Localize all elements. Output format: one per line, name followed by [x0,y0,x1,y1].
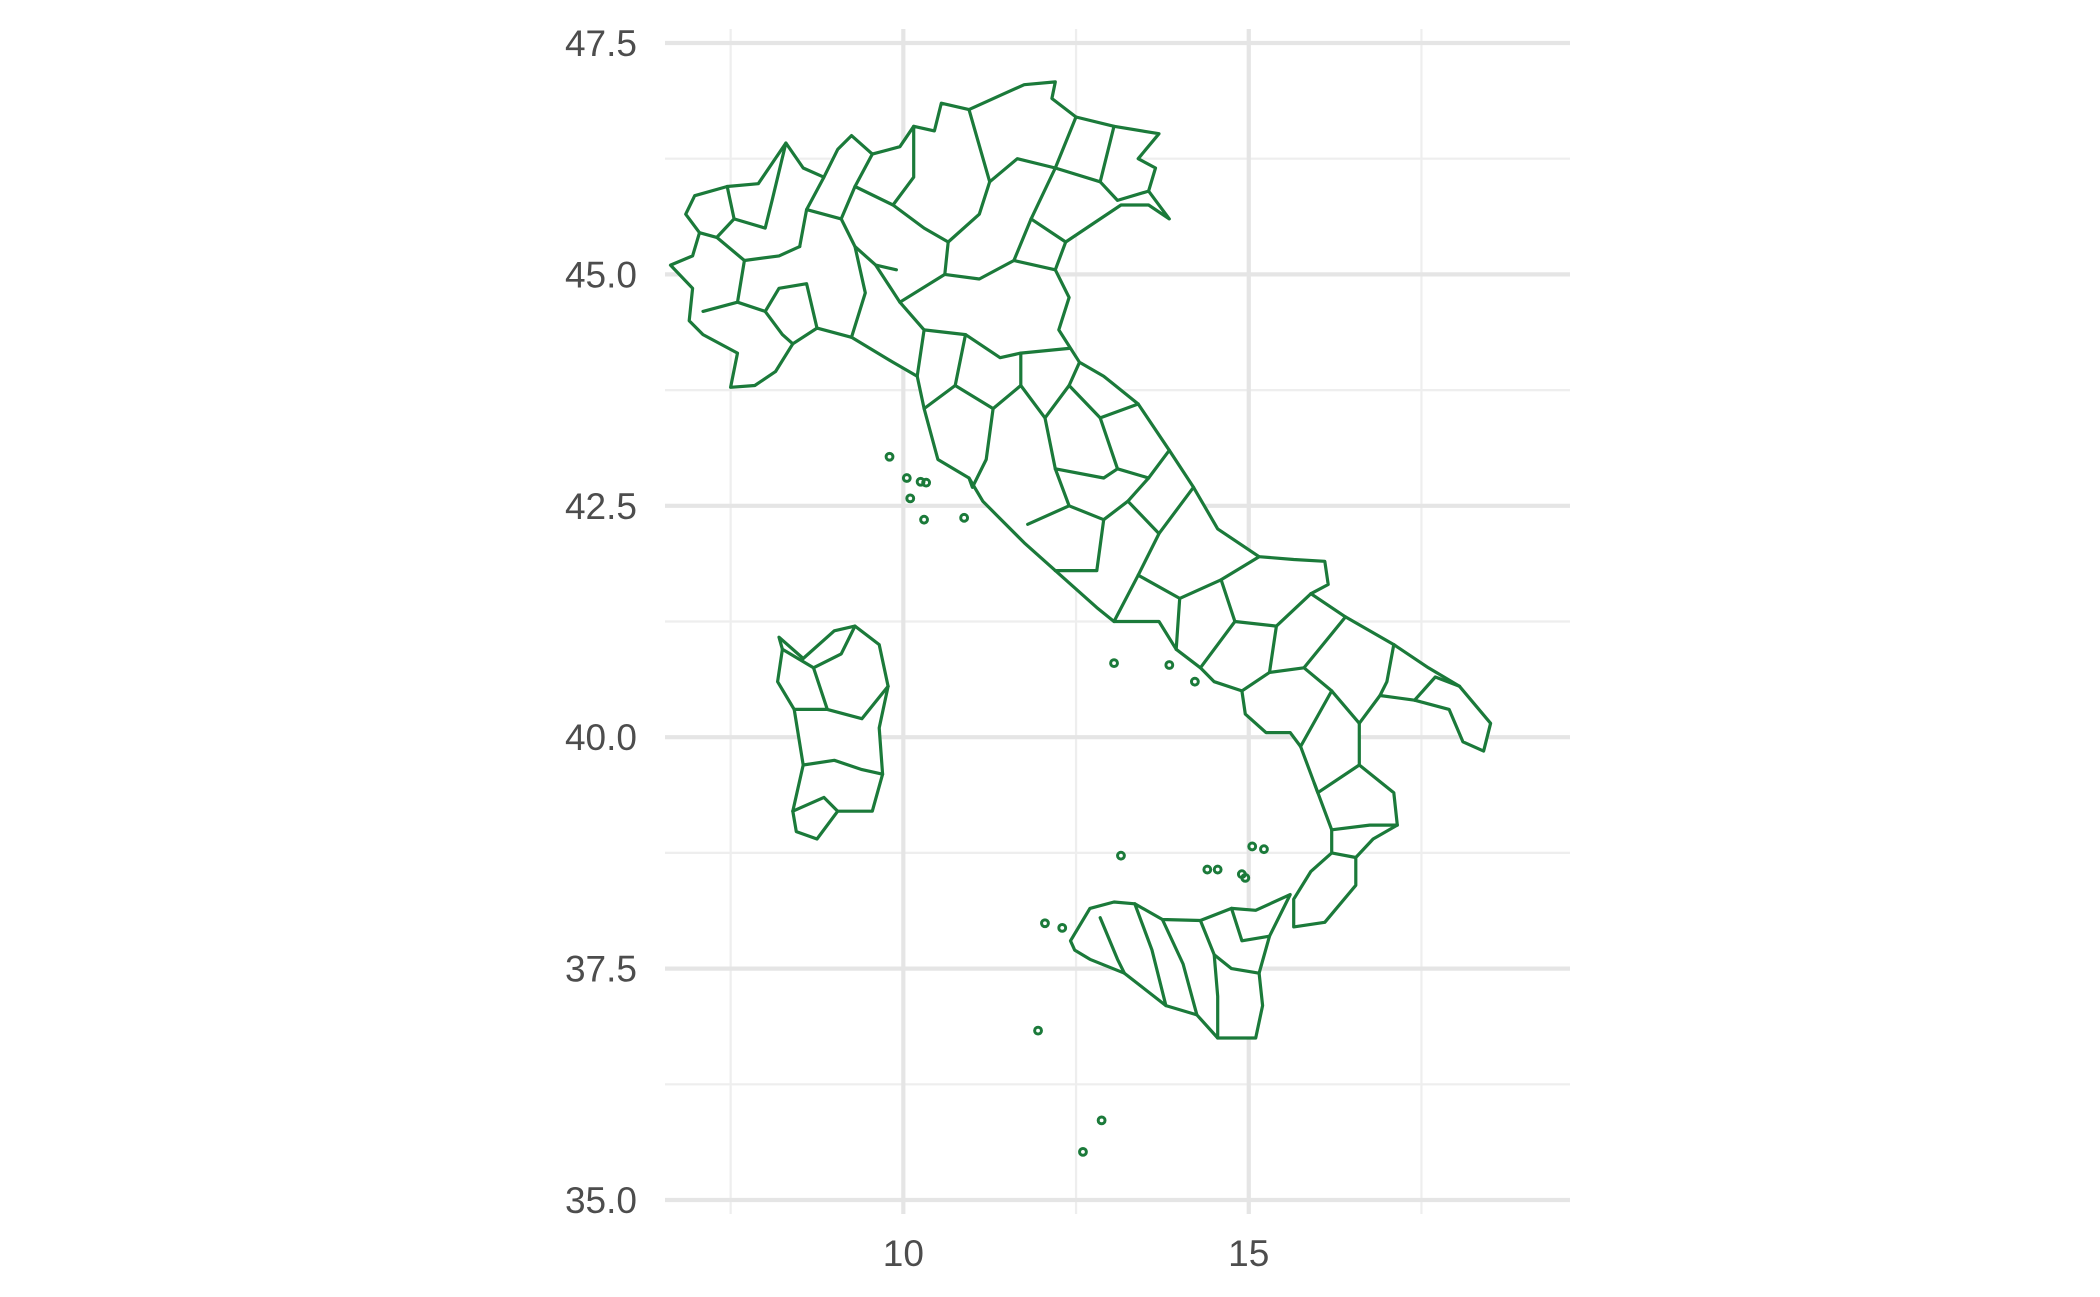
y-tick-label: 35.0 [565,1180,637,1221]
province-border [967,407,995,489]
province-border [697,184,736,239]
province-border [891,203,950,276]
province-border [732,141,788,230]
province-border [801,758,885,776]
province-border [811,666,890,721]
province-border [1029,217,1068,244]
small-island [919,514,929,525]
x-axis-tick-labels: 10 15 [883,1233,1270,1274]
small-island [1057,922,1068,933]
province-border [853,124,916,207]
province-border [780,624,857,670]
province-border [874,263,926,378]
province-border [763,309,795,346]
x-tick-label: 15 [1228,1233,1269,1274]
province-border [1098,916,1126,975]
small-island [884,451,895,462]
y-tick-label: 37.5 [565,949,637,990]
y-tick-label: 42.5 [565,486,637,527]
province-border [967,108,992,184]
y-tick-label: 47.5 [565,23,637,64]
province-border [1413,675,1462,702]
small-island [1212,864,1223,875]
province-border [1098,180,1151,202]
province-border [1330,823,1399,832]
sicily-outline [1068,893,1292,1040]
province-border [791,795,840,813]
small-island [959,512,970,523]
province-border [1026,416,1071,526]
small-island [1164,660,1175,670]
sardinia-outline [776,624,890,841]
small-island [1116,850,1126,861]
province-border [1312,763,1361,795]
province-border [1198,918,1261,975]
small-island [901,473,912,483]
province-border [1067,476,1151,522]
province-border [735,282,819,330]
province-border [1019,360,1082,420]
small-island [1040,918,1050,929]
small-island [1247,841,1258,852]
small-island [1189,676,1200,687]
small-island [1033,1025,1043,1036]
province-border [1378,643,1396,698]
province-border [1053,467,1120,480]
province-border [715,235,802,263]
province-border [1229,906,1272,943]
small-island [1078,1146,1088,1157]
y-tick-label: 40.0 [565,717,637,758]
x-tick-label: 10 [883,1233,924,1274]
small-island [1259,844,1269,855]
small-island [1240,872,1251,883]
small-island [1096,1115,1107,1126]
province-border [1133,902,1168,1008]
small-island [1202,864,1213,875]
province-border [1212,953,1220,1040]
small-island [905,493,916,504]
province-border [1012,115,1078,263]
province-border [1098,416,1171,480]
province-border [922,328,1071,360]
province-border [849,245,867,339]
province-border [1299,689,1334,749]
small-island [921,477,932,488]
province-border [898,258,1057,304]
province-border [953,351,1023,411]
italy-mainland-outline [668,80,1493,929]
province-border [1053,518,1106,573]
italy-map-layer [668,80,1493,1157]
y-tick-label: 45.0 [565,254,637,295]
small-island [1109,658,1119,669]
province-border [1160,917,1199,1017]
y-axis-tick-labels: 35.0 37.5 40.0 42.5 45.0 47.5 [565,23,637,1221]
province-border [1330,851,1358,860]
